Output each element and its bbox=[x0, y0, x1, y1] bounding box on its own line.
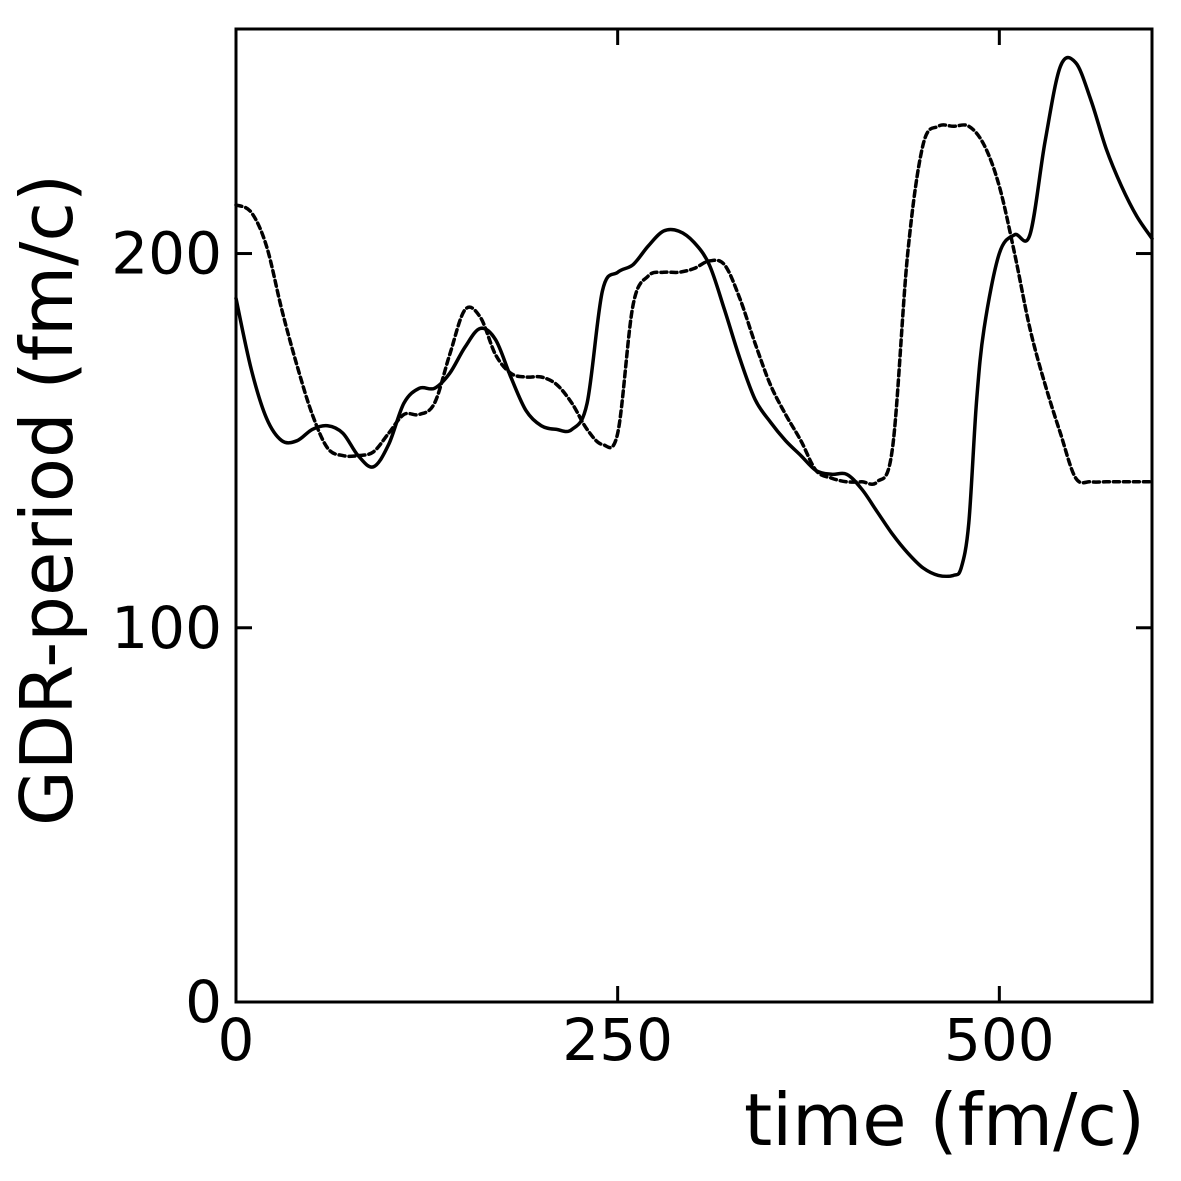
x-tick-label: 500 bbox=[944, 1006, 1055, 1074]
x-tick-label: 0 bbox=[218, 1006, 255, 1074]
x-tick-label: 250 bbox=[562, 1006, 673, 1074]
series-layer bbox=[234, 55, 1154, 579]
tick-labels: 0 250 500 0 100 200 bbox=[111, 220, 1054, 1074]
y-tick-label: 0 bbox=[185, 968, 222, 1036]
axis-ticks bbox=[234, 29, 1152, 1004]
y-tick-label: 100 bbox=[111, 594, 222, 662]
series-line-dotted bbox=[234, 123, 1154, 487]
y-tick-label: 200 bbox=[111, 220, 222, 288]
plot-frame bbox=[234, 27, 1154, 1004]
x-axis-label: time (fm/c) bbox=[744, 1078, 1145, 1162]
series-line-solid bbox=[234, 55, 1154, 579]
y-axis-label: GDR-period (fm/c) bbox=[5, 174, 89, 826]
